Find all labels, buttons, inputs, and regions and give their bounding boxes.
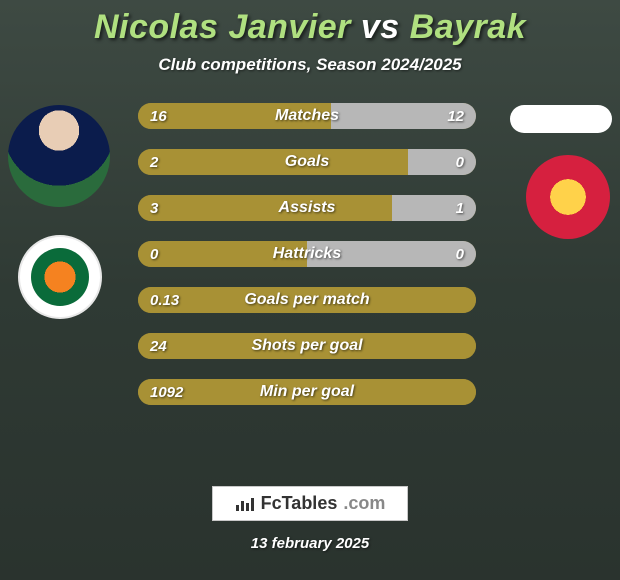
stat-value-right: 12 <box>447 103 464 129</box>
stat-row: 20Goals <box>138 149 476 175</box>
comparison-card: Nicolas Janvier vs Bayrak Club competiti… <box>0 0 620 580</box>
title-player-1: Nicolas Janvier <box>94 8 351 46</box>
alanyaspor-icon <box>31 248 89 306</box>
brand-name: FcTables <box>261 493 338 514</box>
stat-bar-right <box>408 149 476 175</box>
stat-bar-full <box>138 287 476 313</box>
subtitle: Club competitions, Season 2024/2025 <box>158 55 461 75</box>
stat-bar-left <box>138 149 408 175</box>
stat-bar-left <box>138 195 392 221</box>
stat-value-left: 16 <box>150 103 167 129</box>
brand-badge: FcTables.com <box>212 486 409 521</box>
page-title: Nicolas Janvier vs Bayrak <box>94 8 526 47</box>
stat-value-left: 3 <box>150 195 158 221</box>
stat-value-left: 0 <box>150 241 158 267</box>
stat-value-left: 24 <box>150 333 167 359</box>
stat-value-right: 1 <box>456 195 464 221</box>
date-text: 13 february 2025 <box>251 535 369 552</box>
stat-value-right: 0 <box>456 149 464 175</box>
footer: FcTables.com 13 february 2025 <box>0 486 620 552</box>
title-vs: vs <box>351 8 410 46</box>
brand-bars-icon <box>235 496 255 512</box>
stat-bar-full <box>138 379 476 405</box>
stat-value-left: 0.13 <box>150 287 179 313</box>
stat-bar-full <box>138 333 476 359</box>
stats-list: 1612Matches20Goals31Assists00Hattricks0.… <box>138 103 476 425</box>
player-right-avatar <box>510 105 612 133</box>
player-left-avatar <box>8 105 110 207</box>
stat-row: 24Shots per goal <box>138 333 476 359</box>
club-right-badge <box>526 155 610 239</box>
stat-row: 31Assists <box>138 195 476 221</box>
stat-value-right: 0 <box>456 241 464 267</box>
stat-row: 0.13Goals per match <box>138 287 476 313</box>
club-left-badge <box>18 235 102 319</box>
stat-value-left: 2 <box>150 149 158 175</box>
stat-bar-left <box>138 241 307 267</box>
stat-row: 1092Min per goal <box>138 379 476 405</box>
brand-suffix: .com <box>343 493 385 514</box>
stat-row: 00Hattricks <box>138 241 476 267</box>
stat-row: 1612Matches <box>138 103 476 129</box>
stat-bar-right <box>307 241 476 267</box>
title-player-2: Bayrak <box>410 8 526 46</box>
main-area: 1612Matches20Goals31Assists00Hattricks0.… <box>0 75 620 580</box>
stat-value-left: 1092 <box>150 379 183 405</box>
